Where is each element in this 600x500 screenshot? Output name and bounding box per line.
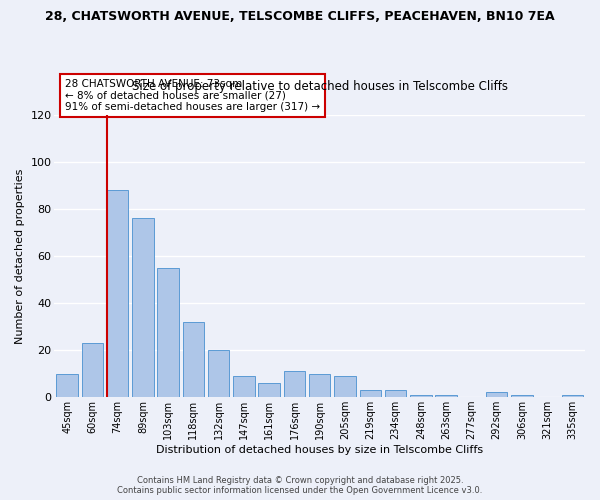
Bar	[511, 395, 533, 397]
Title: Size of property relative to detached houses in Telscombe Cliffs: Size of property relative to detached ho…	[132, 80, 508, 93]
Text: 28, CHATSWORTH AVENUE, TELSCOMBE CLIFFS, PEACEHAVEN, BN10 7EA: 28, CHATSWORTH AVENUE, TELSCOMBE CLIFFS,…	[45, 10, 555, 23]
Bar	[284, 372, 305, 397]
Bar	[132, 218, 154, 397]
Bar	[486, 392, 508, 397]
Bar	[410, 395, 431, 397]
Text: 28 CHATSWORTH AVENUE: 73sqm
← 8% of detached houses are smaller (27)
91% of semi: 28 CHATSWORTH AVENUE: 73sqm ← 8% of deta…	[65, 79, 320, 112]
Bar	[334, 376, 356, 397]
Bar	[208, 350, 229, 397]
Bar	[562, 395, 583, 397]
Bar	[82, 343, 103, 397]
Bar	[157, 268, 179, 397]
Bar	[233, 376, 254, 397]
Bar	[359, 390, 381, 397]
X-axis label: Distribution of detached houses by size in Telscombe Cliffs: Distribution of detached houses by size …	[156, 445, 483, 455]
Bar	[107, 190, 128, 397]
Text: Contains HM Land Registry data © Crown copyright and database right 2025.
Contai: Contains HM Land Registry data © Crown c…	[118, 476, 482, 495]
Bar	[309, 374, 331, 397]
Bar	[436, 395, 457, 397]
Bar	[385, 390, 406, 397]
Bar	[56, 374, 78, 397]
Bar	[259, 383, 280, 397]
Y-axis label: Number of detached properties: Number of detached properties	[15, 168, 25, 344]
Bar	[182, 322, 204, 397]
